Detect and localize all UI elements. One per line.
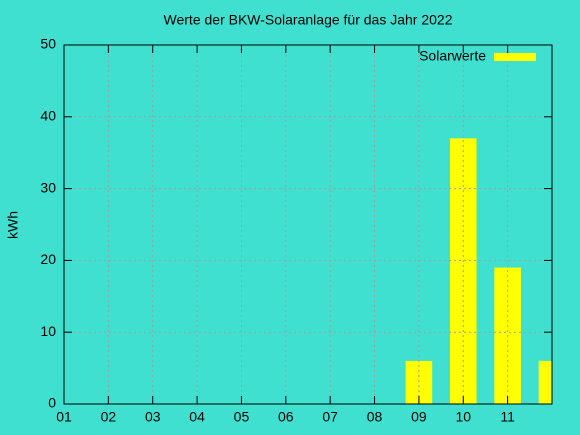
y-tick-label: 30 — [40, 179, 56, 195]
x-tick-label: 07 — [322, 409, 338, 425]
x-tick-label: 04 — [189, 409, 205, 425]
x-tick-label: 10 — [455, 409, 471, 425]
y-tick-label: 40 — [40, 108, 56, 124]
y-axis-label: kWh — [5, 211, 21, 239]
bar — [538, 360, 552, 404]
x-tick-label: 03 — [145, 409, 161, 425]
x-tick-label: 08 — [367, 409, 383, 425]
x-tick-label: 09 — [411, 409, 427, 425]
x-tick-label: 02 — [101, 409, 117, 425]
legend-swatch — [494, 53, 536, 61]
y-tick-label: 10 — [40, 323, 56, 339]
x-tick-label: 01 — [56, 409, 72, 425]
chart-title: Werte der BKW-Solaranlage für das Jahr 2… — [164, 12, 453, 28]
plot-border — [63, 44, 553, 405]
x-tick-label: 06 — [278, 409, 294, 425]
legend-label: Solarwerte — [419, 48, 486, 64]
x-tick-label: 05 — [234, 409, 250, 425]
y-tick-label: 20 — [40, 251, 56, 267]
y-tick-label: 50 — [40, 36, 56, 52]
plot-area — [405, 138, 552, 404]
y-tick-label: 0 — [48, 395, 56, 411]
x-tick-label: 11 — [500, 409, 515, 425]
